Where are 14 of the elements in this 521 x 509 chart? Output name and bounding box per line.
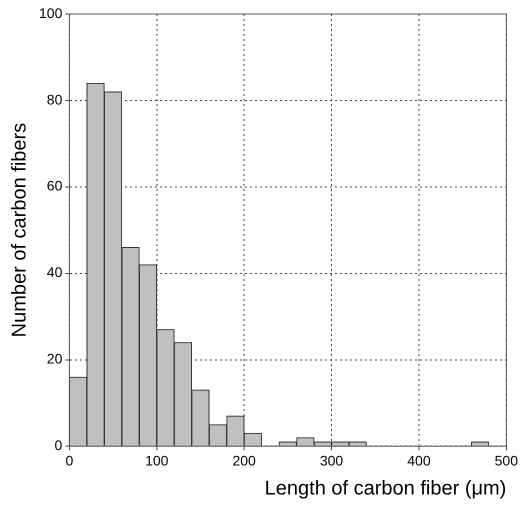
- y-tick-label: 20: [46, 350, 63, 367]
- x-axis-title: Length of carbon fiber (μm): [264, 478, 506, 500]
- y-tick-label: 100: [39, 4, 63, 21]
- y-tick-label: 80: [46, 91, 63, 108]
- x-tick-label: 400: [407, 452, 431, 468]
- y-tick-label: 0: [54, 437, 63, 454]
- x-tick-label: 200: [232, 452, 256, 468]
- y-tick-label: 60: [46, 178, 63, 194]
- x-tick-label: 500: [494, 452, 518, 468]
- y-axis-title: Number of carbon fibers: [8, 122, 31, 338]
- y-tick-label: 40: [46, 264, 63, 280]
- x-tick-label: 0: [65, 452, 74, 468]
- x-tick-label: 100: [145, 452, 169, 468]
- x-tick-label: 300: [320, 452, 344, 468]
